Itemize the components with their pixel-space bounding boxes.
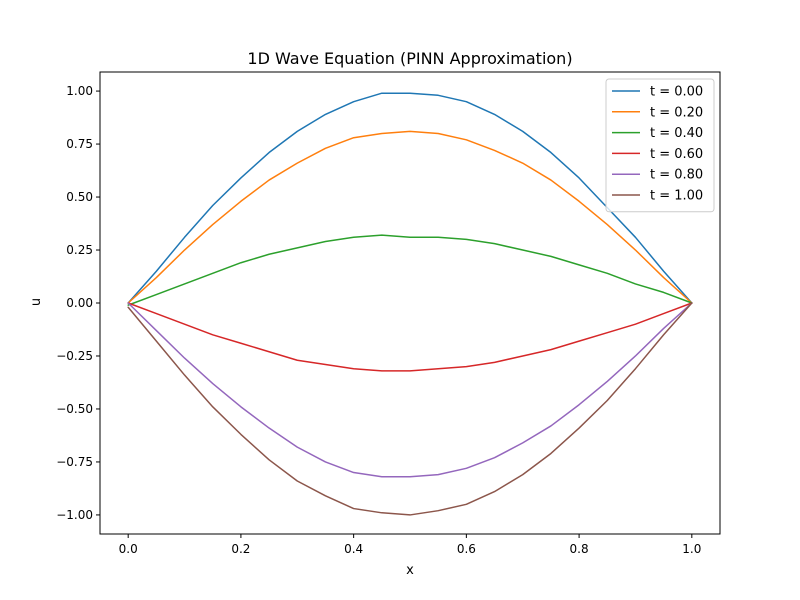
- series-line-1: [127, 130, 693, 304]
- legend-label-5: t = 1.00: [650, 189, 703, 204]
- series-line-2: [127, 234, 693, 306]
- y-tick-label: 0.00: [66, 296, 93, 310]
- y-tick-label: 1.00: [66, 84, 93, 98]
- x-tick-label: 0.6: [457, 542, 476, 556]
- series-line-4: [127, 302, 693, 478]
- y-tick-label: 0.25: [66, 243, 93, 257]
- x-axis-label: x: [406, 563, 414, 578]
- legend-label-3: t = 0.60: [650, 147, 703, 162]
- x-tick-label: 1.0: [682, 542, 701, 556]
- series-line-0: [127, 92, 693, 304]
- y-tick-label: −0.50: [56, 402, 93, 416]
- x-tick-label: 0.8: [570, 542, 589, 556]
- legend-label-4: t = 0.80: [650, 168, 703, 183]
- y-tick-label: −0.25: [56, 349, 93, 363]
- x-tick-label: 0.2: [231, 542, 250, 556]
- legend-label-2: t = 0.40: [650, 126, 703, 141]
- y-tick-label: −1.00: [56, 508, 93, 522]
- y-tick-label: 0.50: [66, 190, 93, 204]
- x-tick-label: 0.4: [344, 542, 363, 556]
- legend-label-1: t = 0.20: [650, 105, 703, 120]
- series-line-3: [127, 302, 693, 372]
- series-line-5: [127, 302, 693, 516]
- chart-title: 1D Wave Equation (PINN Approximation): [247, 49, 572, 68]
- x-tick-label: 0.0: [119, 542, 138, 556]
- legend-label-0: t = 0.00: [650, 85, 703, 100]
- y-tick-label: 0.75: [66, 137, 93, 151]
- legend: t = 0.00 t = 0.20 t = 0.40 t = 0.60 t = 0.80…: [605, 78, 715, 213]
- y-axis-label: u: [29, 298, 44, 306]
- plot-area: 0.0 0.2 0.4 0.6 0.8 1.0 1.00 0.75 0.50 0.25 0.00 −0…: [56, 71, 721, 556]
- y-tick-label: −0.75: [56, 455, 93, 469]
